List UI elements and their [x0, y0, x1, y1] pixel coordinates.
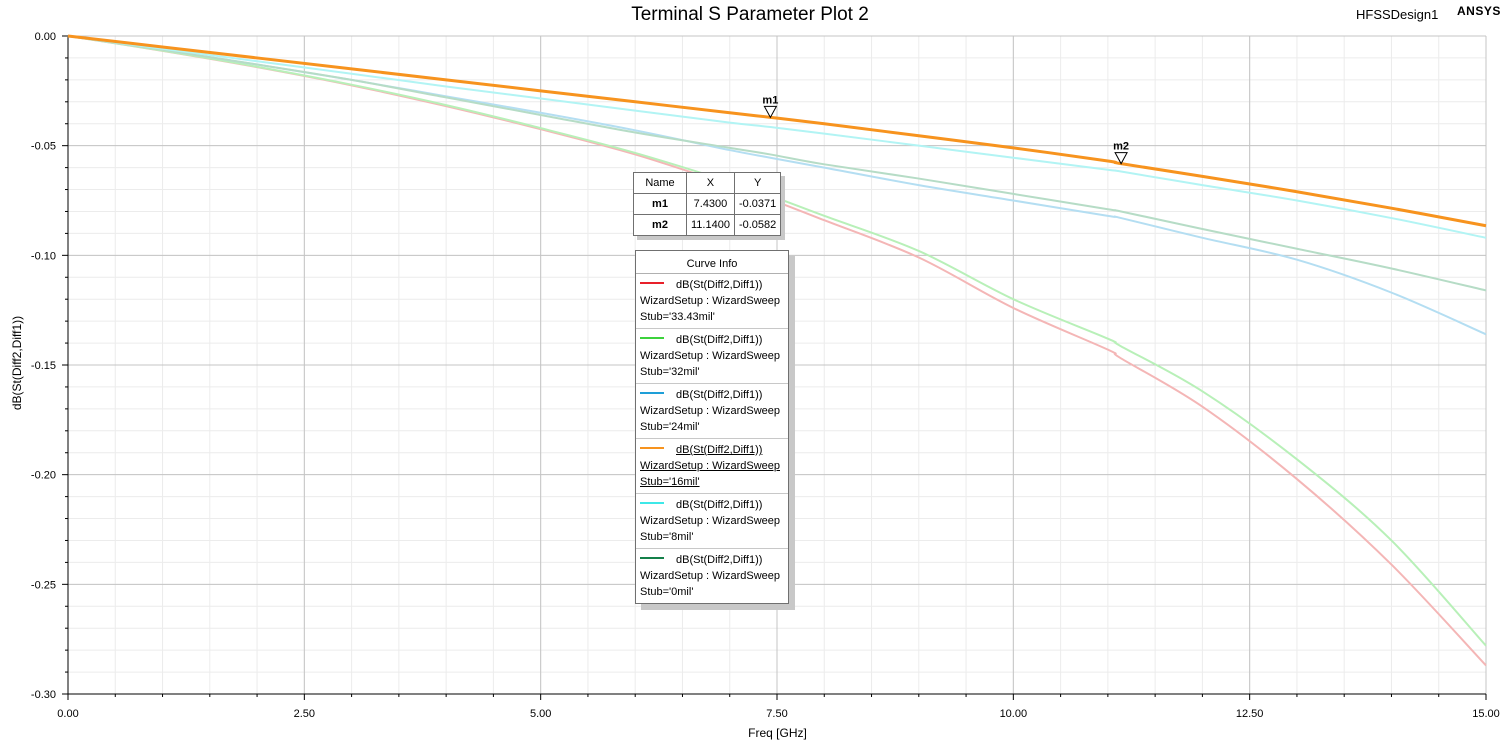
y-tick-label: -0.25	[31, 579, 56, 591]
legend-setup: WizardSetup : WizardSweep	[640, 405, 780, 417]
legend-swatch	[640, 392, 664, 394]
series-line	[67, 35, 1487, 292]
legend-variation: Stub='33.43mil'	[640, 311, 715, 323]
legend-swatch	[640, 337, 664, 339]
legend-setup: WizardSetup : WizardSweep	[640, 460, 780, 472]
legend-entry[interactable]: dB(St(Diff2,Diff1)) WizardSetup : Wizard…	[636, 329, 788, 384]
legend-trace-name: dB(St(Diff2,Diff1))	[676, 554, 763, 566]
axes: 0.00 2.50 5.00 7.50 10.00 12.50 15.00 0.00 -0.05…	[31, 31, 1500, 720]
legend-swatch	[640, 502, 664, 504]
y-tick-label: -0.20	[31, 470, 56, 482]
series-line	[67, 35, 1487, 647]
marker-row-name: m1	[633, 193, 687, 215]
legend-trace-name: dB(St(Diff2,Diff1))	[676, 334, 763, 346]
y-tick-label: -0.10	[31, 250, 56, 262]
marker-table-row: m1 7.4300 -0.0371	[633, 193, 782, 215]
marker-col-y: Y	[733, 172, 782, 194]
legend-swatch	[640, 447, 664, 449]
legend-swatch	[640, 557, 664, 559]
y-axis-label: dB(St(Diff2,Diff1))	[10, 315, 24, 411]
x-tick-label: 5.00	[530, 708, 551, 720]
plot-title: Terminal S Parameter Plot 2	[631, 4, 869, 25]
y-tick-label: -0.30	[31, 689, 56, 701]
legend-entry[interactable]: dB(St(Diff2,Diff1)) WizardSetup : Wizard…	[636, 494, 788, 549]
legend-entry[interactable]: dB(St(Diff2,Diff1)) WizardSetup : Wizard…	[636, 549, 788, 603]
legend-setup: WizardSetup : WizardSweep	[640, 515, 780, 527]
x-tick-label: 0.00	[57, 708, 78, 720]
legend-swatch	[640, 282, 664, 284]
x-tick-label: 15.00	[1472, 708, 1500, 720]
marker-table-header: Name X Y	[633, 172, 782, 194]
series-line	[67, 34, 1487, 228]
legend-trace-name: dB(St(Diff2,Diff1))	[676, 499, 763, 511]
legend-variation: Stub='16mil'	[640, 476, 700, 488]
marker-table-row: m2 11.1400 -0.0582	[633, 214, 782, 236]
marker-col-x: X	[686, 172, 735, 194]
legend-entry[interactable]: dB(St(Diff2,Diff1)) WizardSetup : Wizard…	[636, 274, 788, 329]
marker-table[interactable]: Name X Y m1 7.4300 -0.0371 m2 11.1400 -0…	[633, 172, 782, 236]
marker-row-y: -0.0582	[733, 214, 782, 236]
marker-label: m2	[1113, 141, 1129, 153]
legend-variation: Stub='32mil'	[640, 366, 700, 378]
legend-setup: WizardSetup : WizardSweep	[640, 295, 780, 307]
markers: m1 m2	[762, 94, 1129, 165]
legend-title: Curve Info	[636, 251, 788, 274]
brand-logo-text: ANSYS	[1457, 4, 1501, 18]
legend-entry[interactable]: dB(St(Diff2,Diff1)) WizardSetup : Wizard…	[636, 384, 788, 439]
legend-trace-name: dB(St(Diff2,Diff1))	[676, 444, 763, 456]
marker-triangle	[1114, 152, 1128, 165]
marker-row-x: 11.1400	[686, 214, 735, 236]
x-tick-label: 10.00	[1000, 708, 1028, 720]
marker-row-x: 7.4300	[686, 193, 735, 215]
marker-row-y: -0.0371	[733, 193, 782, 215]
legend-setup: WizardSetup : WizardSweep	[640, 350, 780, 362]
series-line	[67, 35, 1487, 239]
series-lines	[67, 34, 1487, 667]
marker-row-name: m2	[633, 214, 687, 236]
marker-triangle	[763, 105, 778, 119]
curve-info-legend[interactable]: Curve Info dB(St(Diff2,Diff1)) WizardSet…	[635, 250, 789, 604]
legend-variation: Stub='0mil'	[640, 586, 694, 598]
legend-trace-name: dB(St(Diff2,Diff1))	[676, 279, 763, 291]
legend-trace-name: dB(St(Diff2,Diff1))	[676, 389, 763, 401]
y-tick-label: -0.05	[31, 141, 56, 153]
legend-variation: Stub='24mil'	[640, 421, 700, 433]
y-tick-label: -0.15	[31, 360, 56, 372]
legend-variation: Stub='8mil'	[640, 531, 694, 543]
legend-setup: WizardSetup : WizardSweep	[640, 570, 780, 582]
legend-entry[interactable]: dB(St(Diff2,Diff1)) WizardSetup : Wizard…	[636, 439, 788, 494]
x-tick-label: 12.50	[1236, 708, 1264, 720]
design-name: HFSSDesign1	[1356, 7, 1439, 22]
y-tick-label: 0.00	[35, 31, 56, 43]
x-axis-label: Freq [GHz]	[748, 726, 807, 740]
marker-label: m1	[762, 94, 778, 106]
marker-col-name: Name	[633, 172, 687, 194]
x-tick-label: 2.50	[294, 708, 315, 720]
x-tick-label: 7.50	[766, 708, 787, 720]
